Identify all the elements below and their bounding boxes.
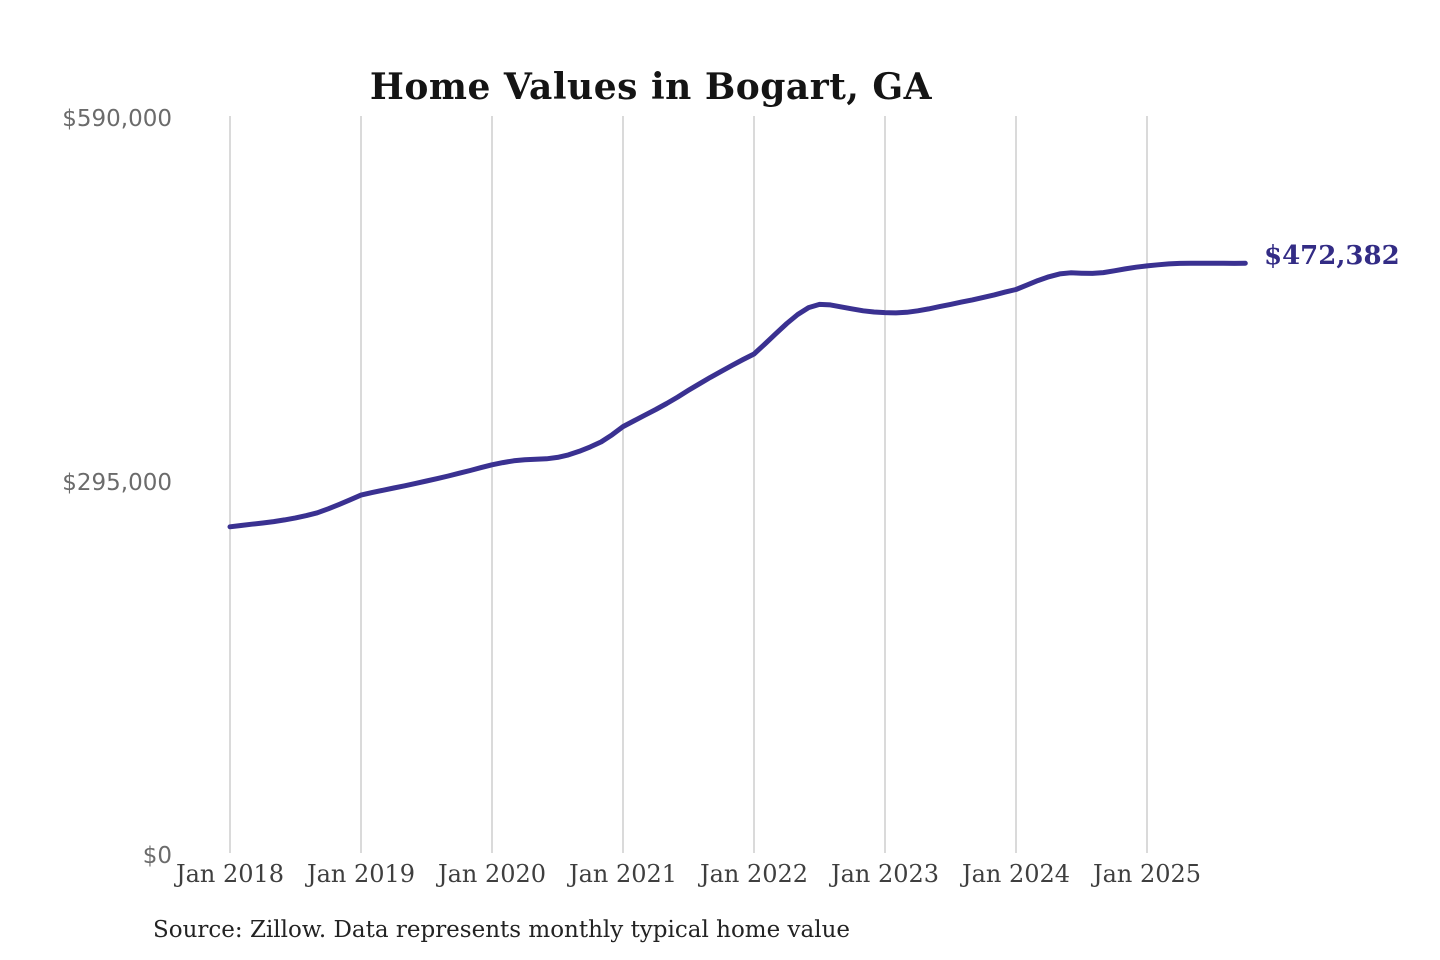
x-tick-jan-2025: Jan 2025 — [1092, 860, 1202, 888]
y-tick-0: $0 — [142, 843, 172, 869]
source-note: Source: Zillow. Data represents monthly … — [153, 917, 851, 943]
gridlines — [229, 116, 1148, 853]
y-tick-295000: $295,000 — [62, 470, 172, 496]
x-tick-jan-2021: Jan 2021 — [568, 860, 678, 888]
x-tick-jan-2023: Jan 2023 — [830, 860, 940, 888]
chart-title: Home Values in Bogart, GA — [369, 66, 933, 109]
y-tick-590000: $590,000 — [62, 106, 172, 132]
x-tick-jan-2024: Jan 2024 — [961, 860, 1071, 888]
x-tick-jan-2020: Jan 2020 — [437, 860, 547, 888]
x-tick-jan-2022: Jan 2022 — [699, 860, 809, 888]
x-tick-jan-2019: Jan 2019 — [306, 860, 416, 888]
x-tick-jan-2018: Jan 2018 — [175, 860, 285, 888]
home-value-line — [227, 260, 1248, 530]
latest-value-label: $472,382 — [1264, 241, 1400, 271]
